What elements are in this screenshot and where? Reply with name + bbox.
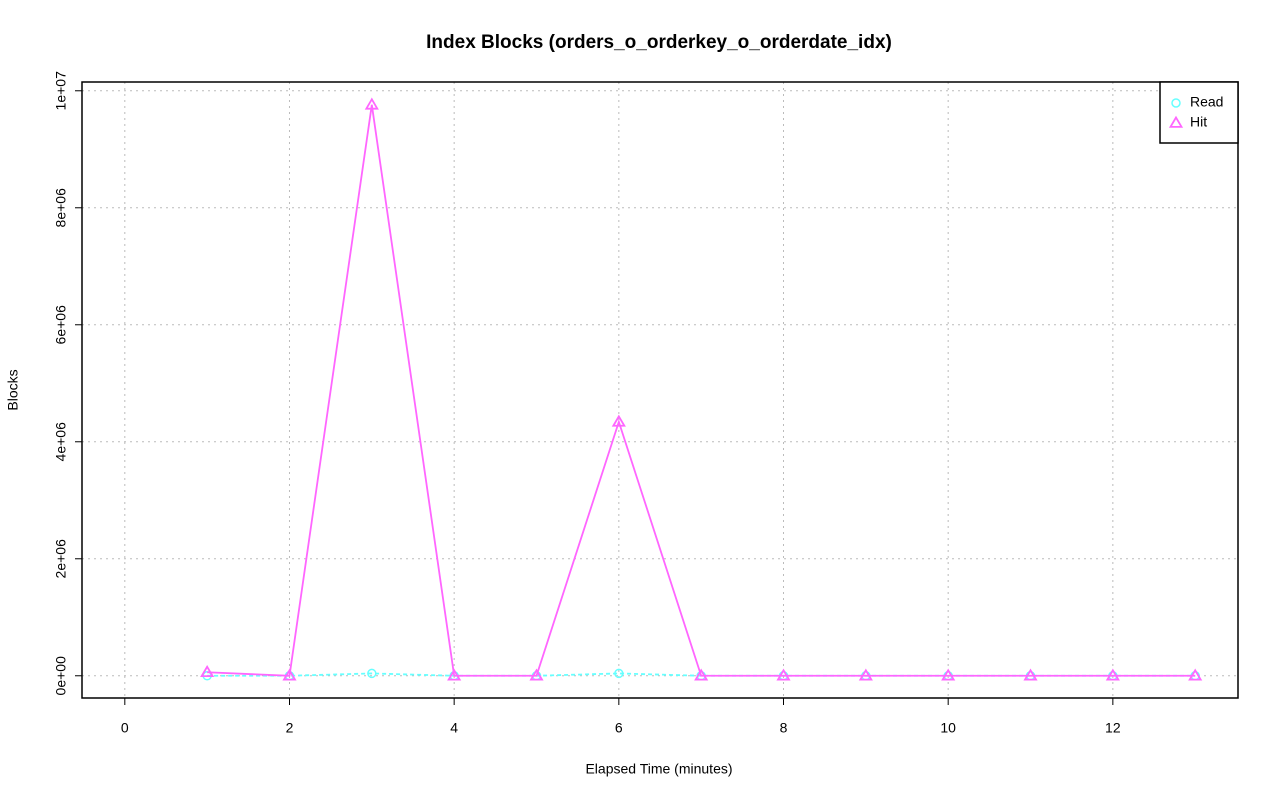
data-point (858, 668, 873, 681)
data-point (694, 668, 709, 681)
y-tick-label: 2e+06 (53, 539, 69, 579)
x-tick-label: 6 (615, 720, 623, 736)
chart-title: Index Blocks (orders_o_orderkey_o_orderd… (426, 32, 892, 53)
data-point (776, 668, 791, 681)
x-tick-label: 10 (940, 720, 956, 736)
data-point (364, 97, 379, 110)
y-tick-label: 4e+06 (53, 422, 69, 462)
y-tick-label: 8e+06 (53, 188, 69, 228)
legend-marker (1171, 98, 1181, 108)
y-axis-label: Blocks (5, 369, 21, 410)
data-point (1188, 668, 1203, 681)
series-line (207, 672, 1196, 677)
x-axis-label: Elapsed Time (minutes) (585, 761, 732, 777)
data-point (611, 414, 626, 427)
legend-box (1159, 81, 1239, 144)
data-point (1023, 668, 1038, 681)
x-tick-label: 2 (286, 720, 294, 736)
y-tick-label: 0e+00 (53, 656, 69, 696)
data-point (1105, 668, 1120, 681)
data-point (529, 668, 544, 681)
y-tick-label: 6e+06 (53, 305, 69, 345)
series-line (207, 104, 1196, 677)
plot-border (81, 81, 1239, 699)
data-point (282, 668, 297, 681)
data-point (447, 668, 462, 681)
data-point (367, 668, 377, 679)
data-point (614, 668, 624, 679)
y-tick-label: 1e+07 (53, 71, 69, 111)
x-tick-label: 4 (450, 720, 458, 736)
x-tick-label: 12 (1105, 720, 1121, 736)
data-point (200, 664, 215, 678)
x-tick-label: 0 (121, 720, 129, 736)
legend-label: Read (1190, 94, 1223, 110)
legend-marker (1168, 115, 1184, 128)
legend-label: Hit (1190, 114, 1207, 130)
x-tick-label: 8 (780, 720, 788, 736)
data-point (941, 668, 956, 681)
